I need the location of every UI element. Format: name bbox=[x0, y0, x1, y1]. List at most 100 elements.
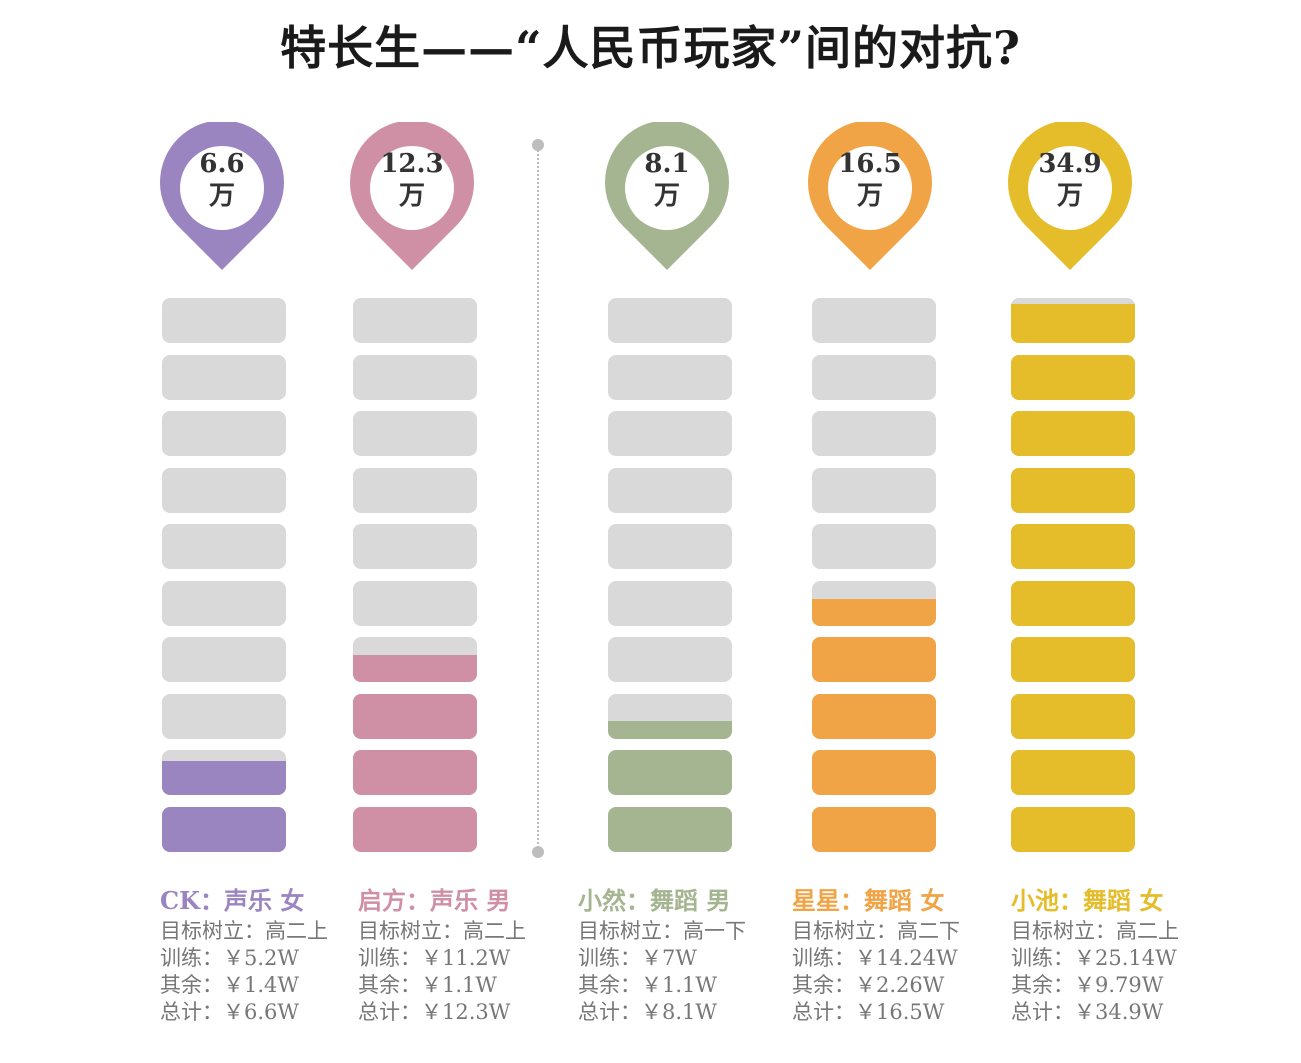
cost-block-fill bbox=[1011, 637, 1135, 682]
cost-block bbox=[1011, 580, 1135, 626]
cost-block bbox=[812, 298, 936, 343]
other-cost-text: 其余：￥9.79W bbox=[1011, 973, 1164, 997]
goal-text: 目标树立：高二下 bbox=[792, 919, 960, 943]
cost-block bbox=[608, 693, 732, 739]
cost-block bbox=[812, 354, 936, 400]
cost-block-fill bbox=[162, 806, 286, 852]
pin-value: 16.5 bbox=[838, 149, 902, 179]
chart-title: 特长生——“人民币玩家”间的对抗? bbox=[280, 21, 1021, 75]
cost-block-fill bbox=[1011, 411, 1135, 456]
cost-block bbox=[812, 693, 936, 739]
cost-block bbox=[162, 411, 286, 456]
pin-unit: 万 bbox=[398, 181, 425, 211]
cost-block-fill bbox=[1011, 467, 1135, 513]
cost-block bbox=[162, 637, 286, 682]
cost-block bbox=[162, 467, 286, 513]
location-pin-marker: 8.1 万 bbox=[605, 122, 729, 274]
total-cost-text: 总计：￥34.9W bbox=[1011, 1000, 1164, 1024]
cost-block-fill bbox=[1011, 580, 1135, 626]
block-stack bbox=[1011, 298, 1135, 854]
cost-block-fill bbox=[353, 693, 477, 739]
pin-value: 34.9 bbox=[1038, 149, 1102, 179]
student-info: 启方：声乐 男 目标树立：高二上 训练：￥11.2W 其余：￥1.1W 总计：￥… bbox=[358, 884, 526, 1026]
block-stack bbox=[162, 298, 286, 854]
pin-unit: 万 bbox=[653, 181, 680, 211]
cost-block bbox=[608, 806, 732, 852]
pin-shape bbox=[808, 122, 932, 270]
cost-block bbox=[608, 354, 732, 400]
student-column: 6.6 万 CK：声乐 女 目标树立：高二上 训练：￥5.2W 其余：￥1.4W… bbox=[160, 0, 360, 1063]
cost-block bbox=[1011, 806, 1135, 852]
cost-block-fill bbox=[608, 750, 732, 795]
other-cost-text: 其余：￥1.1W bbox=[358, 973, 497, 997]
student-column: 34.9 万 小池：舞蹈 女 目标树立：高二上 训练：￥25.14W 其余：￥9… bbox=[1008, 0, 1208, 1063]
total-cost-text: 总计：￥6.6W bbox=[160, 1000, 299, 1024]
cost-block bbox=[162, 750, 286, 795]
cost-block bbox=[162, 354, 286, 400]
cost-block-fill bbox=[812, 637, 936, 682]
cost-block bbox=[1011, 298, 1135, 343]
cost-block bbox=[812, 580, 936, 626]
pin-unit: 万 bbox=[1056, 181, 1083, 211]
student-info: 小池：舞蹈 女 目标树立：高二上 训练：￥25.14W 其余：￥9.79W 总计… bbox=[1011, 884, 1179, 1026]
cost-block bbox=[1011, 524, 1135, 569]
cost-block-fill bbox=[353, 655, 477, 682]
cost-block bbox=[353, 750, 477, 795]
pin-value: 12.3 bbox=[380, 149, 444, 179]
cost-block-fill bbox=[1011, 524, 1135, 569]
block-stack bbox=[608, 298, 732, 854]
cost-block bbox=[1011, 750, 1135, 795]
cost-block-fill bbox=[1011, 303, 1135, 343]
cost-block bbox=[353, 411, 477, 456]
cost-block bbox=[812, 637, 936, 682]
cost-block bbox=[353, 298, 477, 343]
cost-block bbox=[353, 354, 477, 400]
block-stack bbox=[353, 298, 477, 854]
cost-block bbox=[1011, 693, 1135, 739]
cost-block bbox=[162, 298, 286, 343]
student-info: 小然：舞蹈 男 目标树立：高一下 训练：￥7W 其余：￥1.1W 总计：￥8.1… bbox=[578, 884, 746, 1026]
location-pin-marker: 12.3 万 bbox=[350, 122, 474, 274]
goal-text: 目标树立：高二上 bbox=[160, 919, 328, 943]
cost-block bbox=[353, 467, 477, 513]
cost-block bbox=[1011, 467, 1135, 513]
cost-block-fill bbox=[812, 693, 936, 739]
cost-block bbox=[162, 580, 286, 626]
cost-block bbox=[608, 750, 732, 795]
cost-block-fill bbox=[1011, 354, 1135, 400]
cost-block-fill bbox=[353, 750, 477, 795]
pin-shape bbox=[160, 122, 284, 270]
other-cost-text: 其余：￥2.26W bbox=[792, 973, 945, 997]
block-stack bbox=[812, 298, 936, 854]
pin-unit: 万 bbox=[208, 181, 235, 211]
goal-text: 目标树立：高一下 bbox=[578, 919, 746, 943]
pin-shape bbox=[1008, 122, 1132, 270]
cost-block bbox=[608, 580, 732, 626]
divider-top-dot bbox=[532, 139, 544, 151]
cost-block-fill bbox=[353, 806, 477, 852]
cost-block bbox=[353, 580, 477, 626]
cost-block bbox=[353, 806, 477, 852]
training-cost-text: 训练：￥14.24W bbox=[792, 946, 958, 970]
cost-block-fill bbox=[1011, 806, 1135, 852]
cost-block bbox=[812, 411, 936, 456]
cost-block bbox=[353, 524, 477, 569]
cost-block bbox=[1011, 411, 1135, 456]
pin-shape bbox=[605, 122, 729, 270]
cost-block bbox=[608, 411, 732, 456]
total-cost-text: 总计：￥16.5W bbox=[792, 1000, 945, 1024]
total-cost-text: 总计：￥8.1W bbox=[578, 1000, 717, 1024]
student-info: 星星：舞蹈 女 目标树立：高二下 训练：￥14.24W 其余：￥2.26W 总计… bbox=[792, 884, 960, 1026]
cost-block bbox=[162, 693, 286, 739]
cost-block bbox=[608, 637, 732, 682]
student-name-label: 小然：舞蹈 男 bbox=[578, 886, 731, 915]
cost-block-fill bbox=[812, 598, 936, 626]
goal-text: 目标树立：高二上 bbox=[358, 919, 526, 943]
pin-value: 6.6 bbox=[199, 149, 245, 179]
student-column: 12.3 万 启方：声乐 男 目标树立：高二上 训练：￥11.2W 其余：￥1.… bbox=[350, 0, 550, 1063]
cost-block-fill bbox=[812, 750, 936, 795]
student-name-label: 星星：舞蹈 女 bbox=[792, 886, 945, 915]
training-cost-text: 训练：￥5.2W bbox=[160, 946, 299, 970]
cost-block-fill bbox=[1011, 750, 1135, 795]
total-cost-text: 总计：￥12.3W bbox=[358, 1000, 511, 1024]
